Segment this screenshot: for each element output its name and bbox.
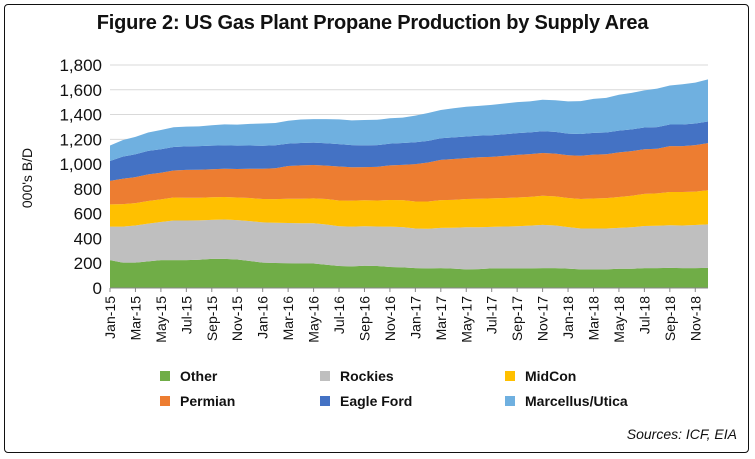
area-marcellus-utica (110, 79, 708, 162)
y-tick-label: 1,400 (59, 106, 102, 125)
x-tick-label: Mar-15 (127, 296, 143, 341)
legend-swatch (505, 396, 515, 406)
x-tick-label: Nov-15 (229, 296, 245, 341)
source-note: Sources: ICF, EIA (626, 426, 737, 442)
x-tick-label: Sep-15 (204, 296, 220, 341)
x-tick-label: Jul-16 (331, 296, 347, 334)
x-tick-label: Nov-16 (382, 296, 398, 341)
legend-item-marcellus-utica: Marcellus/Utica (505, 393, 628, 409)
legend-label: Permian (180, 393, 236, 409)
y-tick-label: 1,800 (59, 56, 102, 75)
x-tick-label: May-18 (611, 296, 627, 343)
legend-swatch (160, 396, 170, 406)
legend-item-eagle-ford: Eagle Ford (320, 393, 412, 409)
x-tick-label: Jan-16 (255, 296, 271, 339)
legend-swatch (160, 371, 170, 381)
chart-title: Figure 2: US Gas Plant Propane Productio… (96, 12, 649, 34)
area-midcon (110, 190, 708, 229)
legend-label: Marcellus/Utica (525, 393, 628, 409)
x-tick-label: Mar-17 (433, 296, 449, 341)
x-tick-label: May-16 (306, 296, 322, 343)
y-axis-label: 000's B/D (19, 148, 35, 208)
legend-item-rockies: Rockies (320, 368, 394, 384)
x-tick-label: Jan-18 (560, 296, 576, 339)
x-tick-label: Mar-16 (280, 296, 296, 341)
legend-label: MidCon (525, 368, 577, 384)
legend-label: Rockies (340, 368, 394, 384)
y-tick-label: 400 (74, 229, 102, 248)
x-tick-label: Jul-18 (636, 296, 652, 334)
x-axis-ticks: Jan-15 Mar-15 May-15 Jul-15 Sep-15 Nov-15 Jan-… (102, 288, 703, 343)
legend-item-permian: Permian (160, 393, 235, 409)
y-axis-ticks: 0 200 400 600 800 1,000 1,200 1,400 1,600 1,800 (59, 56, 102, 298)
x-tick-label: Jan-15 (102, 296, 118, 339)
legend-swatch (320, 396, 330, 406)
y-tick-label: 1,600 (59, 81, 102, 100)
x-tick-label: Sep-17 (509, 296, 525, 341)
y-tick-label: 0 (93, 279, 102, 298)
x-tick-label: Nov-18 (687, 296, 703, 341)
y-tick-label: 1,000 (59, 155, 102, 174)
legend-swatch (505, 371, 515, 381)
legend-item-other: Other (160, 368, 217, 384)
legend-label: Eagle Ford (340, 393, 413, 409)
area-rockies (110, 219, 708, 270)
area-other (110, 258, 708, 288)
y-tick-label: 200 (74, 254, 102, 273)
x-tick-label: Nov-17 (535, 296, 551, 341)
y-tick-label: 800 (74, 180, 102, 199)
area-permian (110, 143, 708, 205)
x-tick-label: May-17 (458, 296, 474, 343)
y-tick-label: 600 (74, 205, 102, 224)
x-tick-label: Sep-18 (662, 296, 678, 341)
y-tick-label: 1,200 (59, 130, 102, 149)
legend-swatch (320, 371, 330, 381)
area-eagle-ford (110, 121, 708, 181)
legend-label: Other (180, 368, 218, 384)
x-tick-label: Jul-15 (178, 296, 194, 334)
x-tick-label: Jul-17 (484, 296, 500, 334)
legend-item-midcon: MidCon (505, 368, 576, 384)
x-tick-label: Jan-17 (407, 296, 423, 339)
x-tick-label: Mar-18 (585, 296, 601, 341)
stacked-areas (110, 79, 708, 288)
x-tick-label: Sep-16 (356, 296, 372, 341)
x-tick-label: May-15 (153, 296, 169, 343)
